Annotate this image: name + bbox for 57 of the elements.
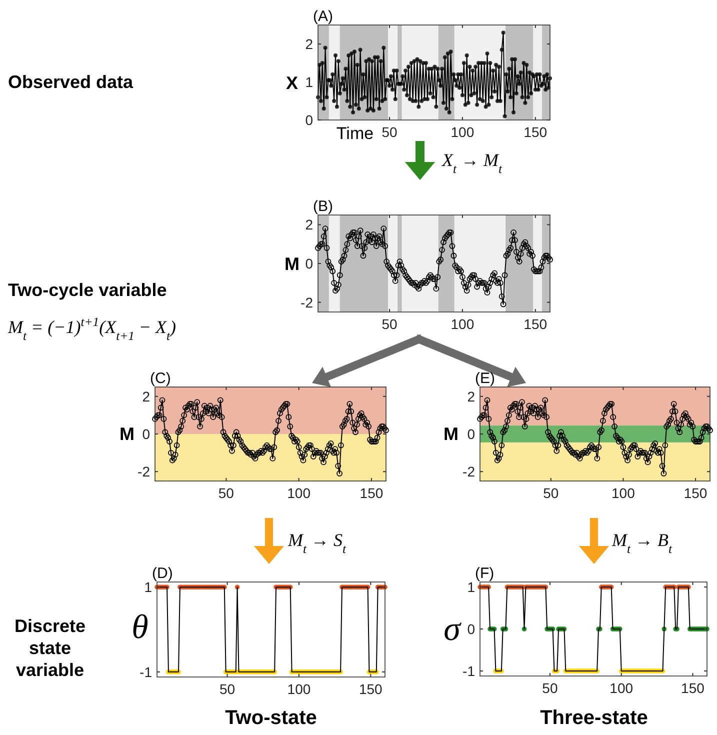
x-tick-label: 150	[681, 680, 705, 696]
x-tick-label: 150	[358, 681, 383, 697]
y-tick-label: -2	[138, 464, 150, 480]
x-axis-title: Two-state	[225, 707, 317, 729]
y-axis-title: M	[444, 424, 458, 444]
y-tick-label: 2	[305, 36, 314, 52]
y-tick-label: -2	[300, 294, 314, 310]
text: M$_{t}$ → S$_{t}$	[287, 530, 346, 556]
y-tick-label: 2	[305, 216, 314, 233]
chart-title: (C)	[150, 370, 171, 387]
x-tick-label: 150	[524, 124, 548, 140]
y-tick-label: -2	[462, 464, 476, 480]
chart-title: (A)	[313, 8, 333, 25]
text: Discrete state variable	[14, 616, 86, 680]
x-tick-label: 50	[382, 316, 398, 332]
x-tick-label: 100	[450, 316, 474, 332]
text: M$_{t}$ → B$_{t}$	[611, 530, 672, 556]
x-tick-label: 50	[543, 485, 559, 501]
x-tick-label: 50	[542, 680, 558, 696]
y-tick-label: 0	[142, 426, 150, 442]
x-tick-label: 100	[450, 124, 474, 140]
x-axis-title: Three-state	[540, 707, 648, 729]
x-tick-label: 150	[524, 316, 548, 332]
text: Two-cycle variable	[8, 280, 167, 300]
text: M$_{t}$ = (−1)$^{t+1}$(X$_{t+1}$ − X$_{t}$)	[8, 315, 176, 343]
y-tick-label: 1	[144, 579, 152, 596]
chart-title: (D)	[152, 565, 173, 582]
x-tick-label: 100	[612, 485, 636, 501]
y-tick-label: 2	[142, 388, 150, 404]
text: X$_{t}$ → M$_{t}$	[441, 150, 502, 176]
y-tick-label: -1	[140, 664, 152, 680]
chart-title: (E)	[475, 370, 495, 387]
y-axis-title: M	[120, 424, 134, 444]
text: Observed data	[8, 72, 134, 92]
y-tick-label: 1	[467, 579, 476, 596]
y-axis-title: M	[284, 254, 300, 274]
y-tick-label: 1	[305, 74, 314, 90]
x-axis-title: Time	[336, 124, 374, 143]
y-tick-label: -1	[462, 662, 476, 679]
y-axis-title: σ	[444, 611, 462, 648]
x-tick-label: 100	[287, 485, 311, 501]
y-tick-label: 0	[467, 426, 476, 442]
y-tick-label: 2	[467, 388, 476, 404]
x-tick-label: 150	[360, 485, 384, 501]
x-tick-label: 50	[218, 485, 234, 501]
chart-title: (F)	[475, 565, 494, 582]
y-tick-label: 0	[305, 256, 314, 272]
chart-title: (B)	[313, 198, 333, 215]
x-tick-label: 50	[219, 681, 236, 697]
y-tick-label: 0	[467, 621, 476, 637]
y-tick-label: 0	[305, 112, 314, 128]
x-tick-label: 100	[610, 680, 634, 696]
x-tick-label: 100	[287, 681, 311, 697]
y-axis-title: X	[286, 73, 298, 93]
x-tick-label: 50	[382, 124, 398, 140]
y-axis-title: θ	[132, 609, 148, 646]
x-tick-label: 150	[684, 485, 708, 501]
